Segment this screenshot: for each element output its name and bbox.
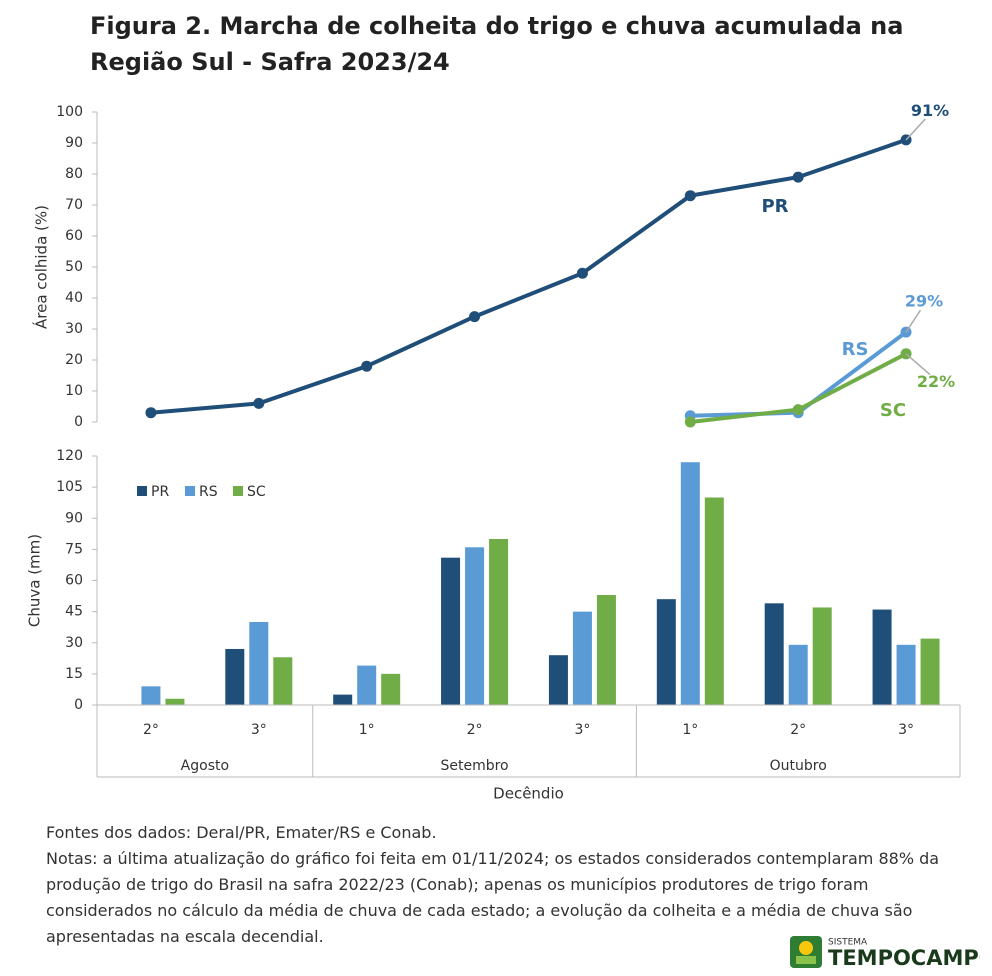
leader-line — [905, 118, 926, 141]
x-tick-label: 3° — [251, 722, 267, 738]
bar — [357, 665, 377, 705]
x-tick-label: 1° — [359, 722, 375, 738]
y-axis-label: Chuva (mm) — [26, 534, 44, 627]
point — [576, 267, 588, 279]
chart-title: Figura 2. Marcha de colheita do trigo e … — [90, 12, 904, 76]
logo-top: SISTEMA — [828, 938, 868, 948]
y-tick-label: 30 — [65, 321, 83, 337]
legend-swatch — [185, 486, 195, 496]
bar — [489, 539, 509, 705]
bar — [381, 673, 401, 705]
bar — [896, 644, 916, 705]
bar — [333, 694, 353, 705]
bar — [704, 497, 724, 705]
bar — [249, 622, 269, 705]
group-label: Outubro — [770, 758, 827, 774]
logo: SISTEMA TEMPOCAMPO — [790, 936, 980, 970]
legend-label: SC — [247, 484, 266, 500]
x-tick-label: 2° — [143, 722, 159, 738]
y-tick-label: 10 — [65, 383, 83, 399]
x-axis-label: Decêndio — [493, 785, 564, 803]
y-tick-label: 75 — [65, 541, 83, 557]
point — [253, 397, 265, 409]
value-label: 29% — [905, 292, 943, 311]
y-tick-label: 90 — [65, 510, 83, 526]
y-tick-label: 60 — [65, 228, 83, 244]
point — [361, 360, 373, 372]
value-label: 91% — [911, 101, 949, 120]
y-tick-label: 50 — [65, 259, 83, 275]
notes: Notas: a última atualização do gráfico f… — [46, 849, 940, 946]
bar — [788, 644, 808, 705]
group-label: Agosto — [181, 758, 229, 774]
bar — [465, 547, 485, 705]
group-label: Setembro — [440, 758, 508, 774]
bar — [920, 638, 940, 705]
bar — [764, 603, 784, 705]
point — [469, 311, 481, 323]
y-tick-label: 30 — [65, 635, 83, 651]
value-label: 22% — [917, 372, 955, 391]
y-axis-label: Área colhida (%) — [32, 205, 51, 329]
bar — [273, 657, 293, 705]
y-tick-label: 105 — [56, 479, 83, 495]
footer: Fontes dos dados: Deral/PR, Emater/RS e … — [46, 820, 976, 950]
x-tick-label: 2° — [467, 722, 483, 738]
line — [150, 138, 907, 415]
point — [684, 190, 696, 202]
y-tick-label: 0 — [74, 697, 83, 713]
logo-sun — [799, 941, 813, 955]
series-label: RS — [842, 339, 869, 360]
y-tick-label: 60 — [65, 573, 83, 589]
x-tick-label: 1° — [682, 722, 698, 738]
leader-line — [905, 353, 931, 376]
point — [684, 416, 696, 428]
bar — [872, 609, 892, 705]
point — [792, 404, 804, 416]
bar — [656, 599, 676, 705]
x-tick-label: 3° — [574, 722, 590, 738]
legend-label: PR — [151, 484, 169, 500]
chart: 0 10 20 30 40 50 60 70 80 90 100 Área colhida (%) PR… — [26, 101, 961, 803]
y-tick-label: 80 — [65, 166, 83, 182]
bar — [572, 611, 592, 705]
bar — [165, 698, 185, 705]
y-tick-label: 90 — [65, 135, 83, 151]
y-tick-label: 45 — [65, 604, 83, 620]
legend-label: RS — [199, 484, 218, 500]
logo-main: TEMPOCAMPO — [828, 946, 980, 970]
bar — [225, 648, 245, 705]
bar — [596, 595, 616, 705]
legend-swatch — [137, 486, 147, 496]
x-tick-label: 2° — [790, 722, 806, 738]
series-label: SC — [880, 400, 906, 421]
point — [792, 171, 804, 183]
legend-swatch — [233, 486, 243, 496]
leader-line — [905, 309, 922, 333]
line — [690, 330, 908, 418]
series-label: PR — [761, 196, 788, 217]
sources: Fontes dos dados: Deral/PR, Emater/RS e … — [46, 823, 437, 842]
y-tick-label: 15 — [65, 666, 83, 682]
y-tick-label: 70 — [65, 197, 83, 213]
y-tick-label: 120 — [56, 448, 83, 464]
bar — [141, 686, 161, 705]
point — [145, 407, 157, 419]
bar — [548, 655, 568, 705]
y-tick-label: 0 — [74, 414, 83, 430]
x-tick-label: 3° — [898, 722, 914, 738]
logo-field — [796, 956, 816, 964]
bar — [812, 607, 832, 705]
bar — [680, 462, 700, 705]
y-tick-label: 100 — [56, 104, 83, 120]
y-tick-label: 20 — [65, 352, 83, 368]
bar — [441, 557, 461, 705]
y-tick-label: 40 — [65, 290, 83, 306]
